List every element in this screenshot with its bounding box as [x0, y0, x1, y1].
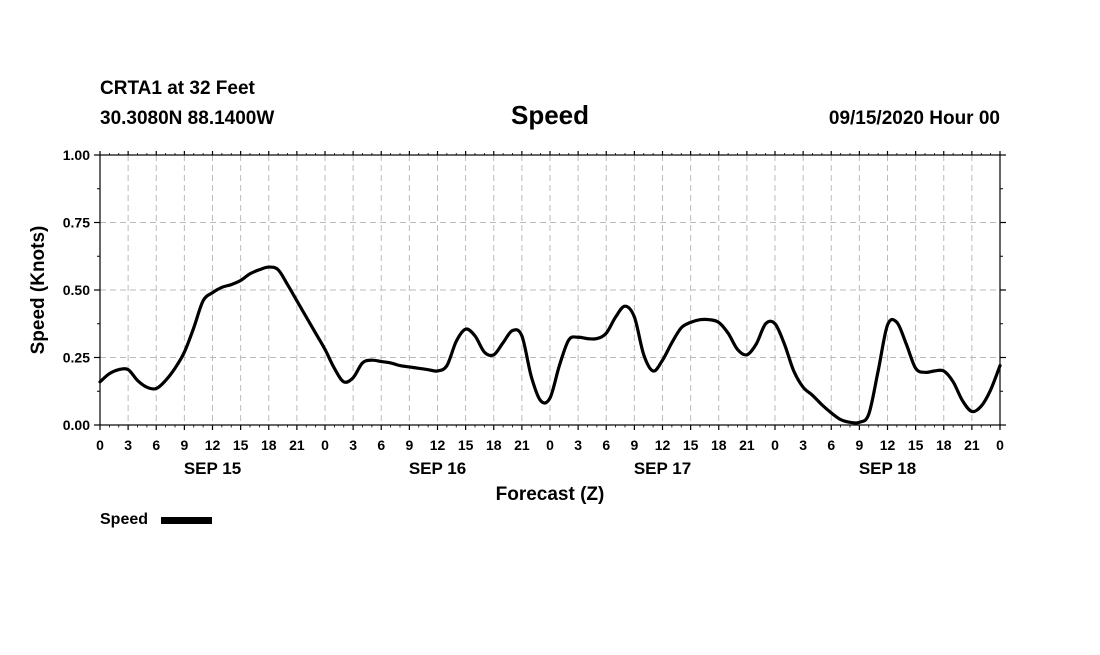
- day-label: SEP 15: [184, 459, 241, 478]
- station-coordinates: 30.3080N 88.1400W: [100, 108, 274, 129]
- x-tick-label: 9: [630, 437, 638, 453]
- x-tick-label: 6: [602, 437, 610, 453]
- x-tick-label: 0: [321, 437, 329, 453]
- x-tick-label: 18: [711, 437, 727, 453]
- x-tick-label: 9: [405, 437, 413, 453]
- x-tick-label: 18: [486, 437, 502, 453]
- x-tick-label: 0: [546, 437, 554, 453]
- x-tick-label: 15: [233, 437, 249, 453]
- axis-layer: 0.00 0.25 0.50 0.75 1.00 0 3 6 9 12 15 18 21 0 3 6 9 12 15…: [63, 147, 1006, 478]
- x-tick-label: 6: [152, 437, 160, 453]
- y-axis-label: Speed (Knots): [28, 226, 49, 355]
- x-tick-label: 15: [458, 437, 474, 453]
- x-tick-label: 18: [936, 437, 952, 453]
- series-layer: [98, 265, 1002, 425]
- x-tick-label: 18: [261, 437, 277, 453]
- legend-swatch: [161, 517, 212, 524]
- x-tick-label: 21: [739, 437, 755, 453]
- x-tick-label: 0: [96, 437, 104, 453]
- x-tick-label: 0: [771, 437, 779, 453]
- x-tick-label: 3: [349, 437, 357, 453]
- x-tick-label: 9: [855, 437, 863, 453]
- x-tick-label: 15: [683, 437, 699, 453]
- x-tick-label: 3: [799, 437, 807, 453]
- x-tick-label: 12: [205, 437, 221, 453]
- x-tick-label: 3: [124, 437, 132, 453]
- x-tick-label: 6: [377, 437, 385, 453]
- forecast-timestamp: 09/15/2020 Hour 00: [829, 108, 1000, 129]
- grid-layer: [100, 155, 1000, 425]
- day-label: SEP 18: [859, 459, 916, 478]
- x-tick-label: 9: [180, 437, 188, 453]
- x-tick-label: 21: [514, 437, 530, 453]
- day-label: SEP 17: [634, 459, 691, 478]
- x-tick-label: 12: [655, 437, 671, 453]
- x-tick-label: 6: [827, 437, 835, 453]
- x-axis-label: Forecast (Z): [496, 484, 605, 505]
- y-tick-label: 0.75: [63, 215, 90, 231]
- x-tick-label: 3: [574, 437, 582, 453]
- series-line-speed: [98, 265, 1002, 425]
- y-tick-label: 0.25: [63, 350, 90, 366]
- x-tick-label: 12: [430, 437, 446, 453]
- y-tick-label: 1.00: [63, 147, 90, 163]
- day-label: SEP 16: [409, 459, 466, 478]
- station-name: CRTA1 at 32 Feet: [100, 78, 256, 99]
- y-tick-label: 0.50: [63, 282, 90, 298]
- chart-title: Speed: [511, 100, 589, 130]
- x-tick-label: 15: [908, 437, 924, 453]
- x-tick-label: 21: [964, 437, 980, 453]
- x-tick-label: 21: [289, 437, 305, 453]
- x-tick-label: 0: [996, 437, 1004, 453]
- legend-label: Speed: [100, 511, 148, 528]
- y-tick-label: 0.00: [63, 417, 90, 433]
- x-tick-label: 12: [880, 437, 896, 453]
